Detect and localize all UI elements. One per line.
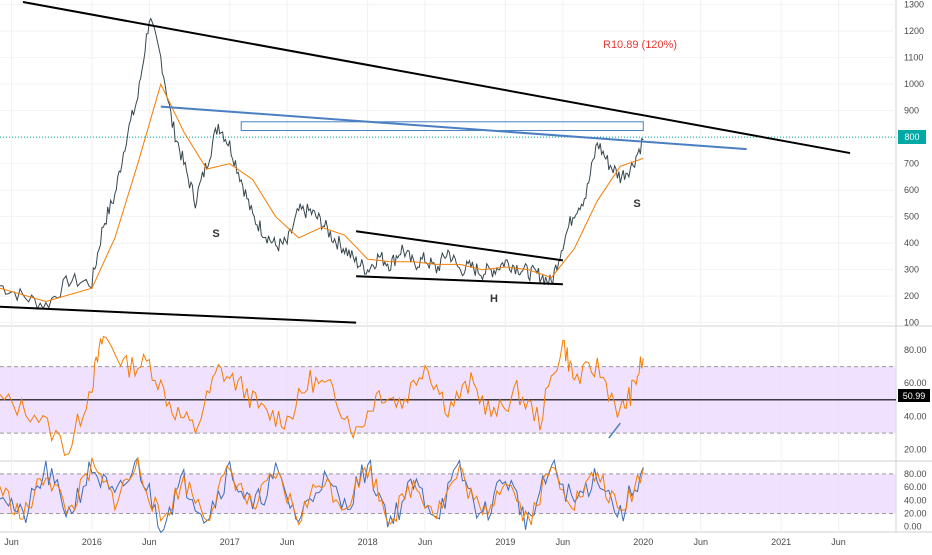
rsi-tick-label: 20.00 [904,445,927,455]
rsi-tick-label: 80.00 [904,345,927,355]
current-price-tag[interactable] [898,130,926,144]
price-tick-label: 1300 [904,0,924,10]
rsi-tick-label: 60.00 [904,378,927,388]
time-tick-label: Jun [693,537,708,547]
price-panel[interactable] [0,1,896,324]
stoch-tick-label: 40.00 [904,495,927,505]
price-tick-label: 900 [904,106,919,116]
stoch-tick-label: 60.00 [904,482,927,492]
price-series-line[interactable] [0,17,644,311]
axes: Jun 2016 Jun 2017 Jun 2018 Jun 2019 Jun 2020 Jun 20… [4,0,926,547]
price-tick-label: 400 [904,238,919,248]
price-tick-label: 300 [904,265,919,275]
current-rsi-tag[interactable] [898,389,930,402]
resistance-zone-box [240,121,644,132]
current-rsi-label: 50.99 [903,391,926,401]
rsi-panel[interactable] [0,335,896,456]
time-tick-label: Jun [556,537,571,547]
price-tick-label: 1200 [904,26,924,36]
rsi-tick-label: 40.00 [904,411,927,421]
price-tick-label: 500 [904,212,919,222]
stoch-d-line[interactable] [0,457,644,526]
trendline-wedge-upper[interactable] [355,230,564,262]
price-annotation: R10.89 (120%) [603,39,677,51]
pattern-label-head: H [490,293,498,305]
time-tick-label: 2019 [495,537,515,547]
stoch-k-line[interactable] [0,456,644,534]
trendline-upper-descending[interactable] [22,1,851,155]
price-tick-label: 1000 [904,79,924,89]
time-tick-label: Jun [142,537,157,547]
time-tick-label: 2021 [771,537,791,547]
price-tick-label: 100 [904,318,919,328]
grid [0,0,896,532]
stoch-tick-label: 80.00 [904,469,927,479]
price-tick-label: 700 [904,159,919,169]
time-tick-label: Jun [831,537,846,547]
trendline-neckline[interactable] [160,105,747,151]
pattern-label-left-shoulder: S [212,228,219,240]
time-tick-label: 2018 [358,537,378,547]
trendline-wedge-lower[interactable] [356,275,563,286]
trendline-lower-descending[interactable] [0,305,357,324]
stoch-band [0,473,896,514]
time-tick-label: Jun [4,537,19,547]
time-tick-label: 2017 [220,537,240,547]
time-tick-label: Jun [418,537,433,547]
time-tick-label: Jun [280,537,295,547]
stoch-tick-label: 20.00 [904,509,927,519]
current-price-label: 800 [904,132,919,142]
pattern-label-right-shoulder: S [633,198,640,210]
price-tick-label: 1100 [904,53,923,63]
time-tick-label: 2020 [633,537,653,547]
stochastic-panel[interactable] [0,456,896,534]
time-tick-label: 2016 [82,537,102,547]
stoch-tick-label: 0.00 [904,522,922,532]
rsi-divergence-line [608,422,621,439]
moving-average-line[interactable] [0,82,644,303]
rsi-line[interactable] [0,335,644,456]
price-tick-label: 200 [904,291,919,301]
price-tick-label: 600 [904,185,919,195]
